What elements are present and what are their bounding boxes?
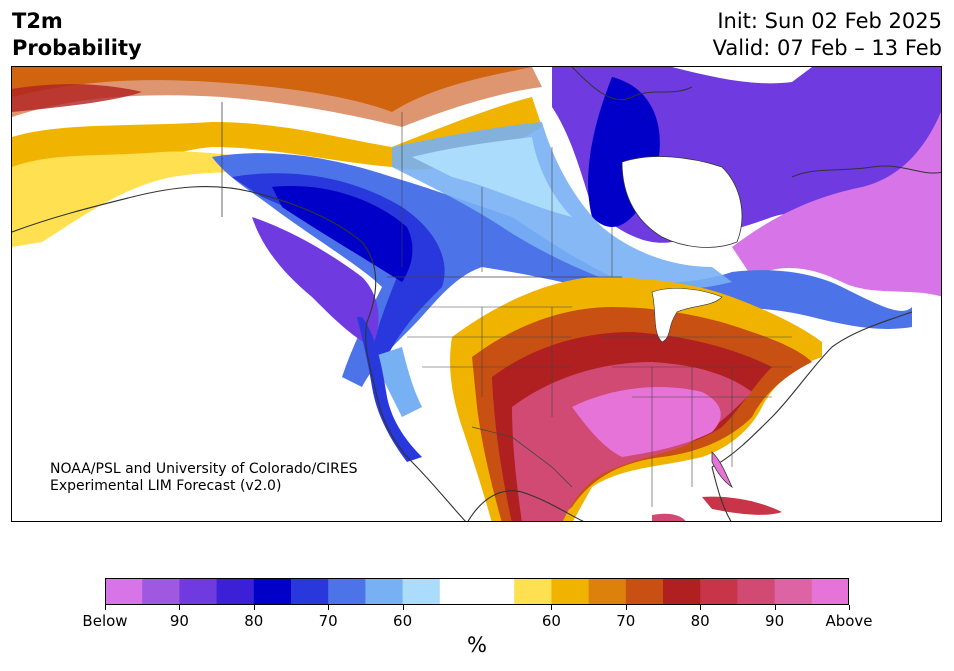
init-date: Init: Sun 02 Feb 2025 — [717, 9, 942, 33]
colorbar-tick-label: 90 — [169, 612, 189, 630]
colorbar-border — [105, 578, 849, 605]
map-panel: NOAA/PSL and University of Colorado/CIRE… — [11, 66, 942, 522]
colorbar-tick-mark — [328, 605, 330, 610]
colorbar-swatch — [663, 578, 701, 605]
colorbar-tick-mark — [700, 605, 702, 610]
colorbar-tick-label: 70 — [318, 612, 338, 630]
probability-map — [12, 67, 941, 521]
colorbar-tick-mark — [105, 605, 106, 610]
colorbar-tick-mark — [849, 605, 850, 610]
colorbar-swatch — [439, 578, 478, 605]
colorbar-swatch — [588, 578, 627, 605]
colorbar-swatch — [291, 578, 329, 605]
florida — [711, 451, 733, 489]
colorbar-swatch — [402, 578, 441, 605]
colorbar-tick-mark — [253, 605, 255, 610]
valid-date: Valid: 07 Feb – 13 Feb — [712, 36, 942, 60]
credit-line-1: NOAA/PSL and University of Colorado/CIRE… — [50, 461, 358, 477]
great-lakes — [651, 288, 723, 343]
colorbar-tick-label: Below — [82, 612, 128, 630]
colorbar-unit: % — [467, 633, 487, 657]
forecast-dates: Init: Sun 02 Feb 2025 Valid: 07 Feb – 13… — [713, 8, 942, 62]
colorbar-swatch — [625, 578, 664, 605]
colorbar-swatch — [774, 578, 813, 605]
colorbar — [105, 578, 849, 605]
colorbar-tick-label: 80 — [244, 612, 264, 630]
colorbar-tick-mark — [402, 605, 404, 610]
alaska-yellow-band — [12, 97, 542, 237]
colorbar-swatch — [328, 578, 366, 605]
colorbar-swatch — [179, 578, 218, 605]
colorbar-tick-label: 80 — [690, 612, 710, 630]
colorbar-tick-mark — [625, 605, 627, 610]
colorbar-tick-mark — [179, 605, 181, 610]
greenland-above-region — [732, 111, 941, 297]
credit-text: NOAA/PSL and University of Colorado/CIRE… — [50, 461, 358, 495]
hudson-bay — [621, 156, 743, 248]
credit-line-2: Experimental LIM Forecast (v2.0) — [50, 478, 282, 494]
colorbar-swatch — [514, 578, 552, 605]
colorbar-swatch — [700, 578, 738, 605]
us-mexico-border — [471, 426, 573, 488]
colorbar-tick-label: 70 — [616, 612, 636, 630]
east-coastline — [711, 311, 913, 468]
west-coastline — [12, 186, 466, 521]
colorbar-tick-mark — [774, 605, 776, 610]
title-line-2: Probability — [12, 36, 142, 60]
colorbar-tick-label: 90 — [765, 612, 785, 630]
colorbar-swatch — [142, 578, 180, 605]
colorbar-tick-mark — [551, 605, 553, 610]
colorbar-swatch — [477, 578, 515, 605]
title-line-1: T2m — [12, 9, 63, 33]
colorbar-swatch — [737, 578, 776, 605]
colorbar-swatch — [253, 578, 292, 605]
map-title: T2m Probability — [12, 8, 142, 62]
colorbar-tick-label: 60 — [541, 612, 561, 630]
colorbar-swatch — [105, 578, 143, 605]
colorbar-tick-label: Above — [825, 612, 873, 630]
colorbar-swatch — [216, 578, 255, 605]
colorbar-swatch — [365, 578, 404, 605]
colorbar-tick-label: 60 — [393, 612, 413, 630]
colorbar-swatch — [551, 578, 590, 605]
colorbar-swatch — [811, 578, 849, 605]
